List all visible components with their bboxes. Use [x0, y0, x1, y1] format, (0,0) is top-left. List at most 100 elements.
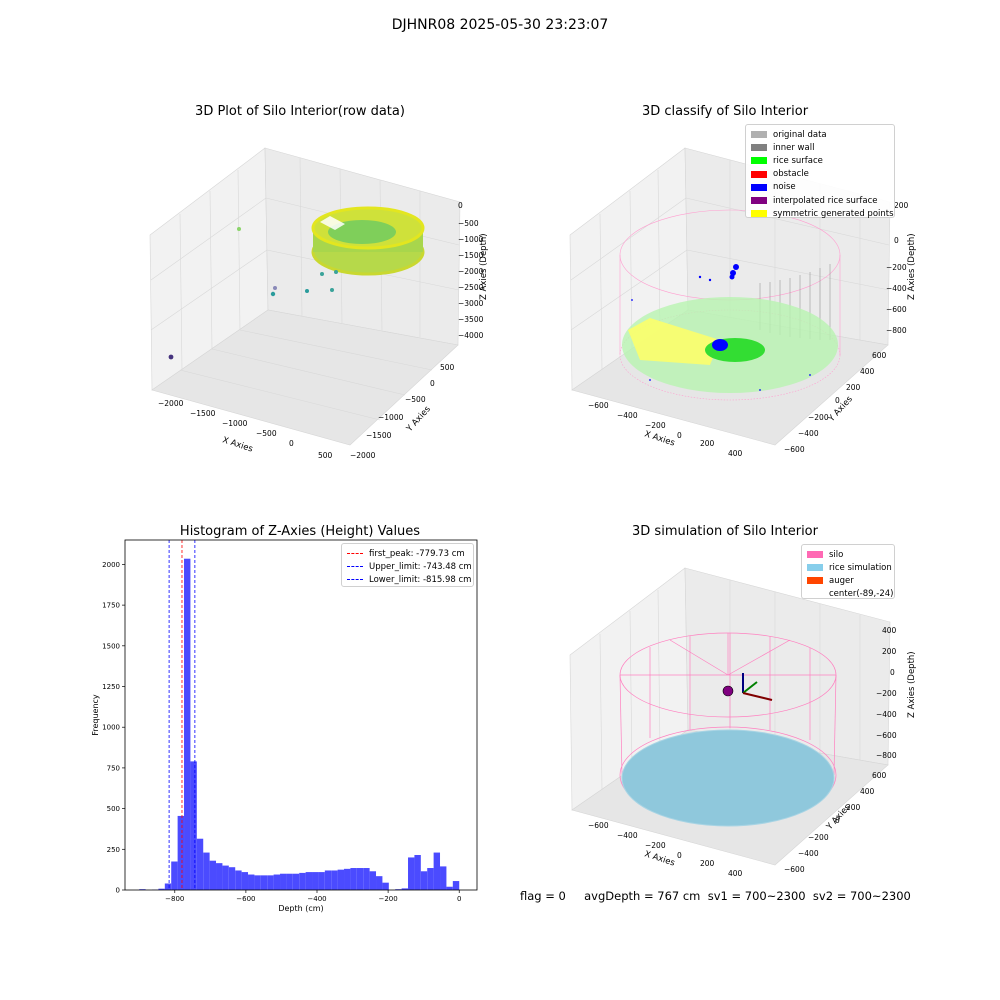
panel1-ztick-label: −4000	[458, 331, 484, 340]
legend-item-silo: silo	[807, 548, 889, 561]
panel4-center-axes	[742, 673, 773, 701]
histogram-ytick-label: 500	[107, 805, 120, 813]
histogram-bars	[139, 558, 460, 890]
histogram-bar	[312, 872, 319, 890]
histogram-bar	[395, 889, 402, 890]
panel1-outlier-point	[330, 288, 334, 292]
legend-swatch	[751, 183, 767, 191]
legend-item-lower-limit: Lower_limit: -815.98 cm	[347, 573, 472, 586]
legend-label: auger	[829, 575, 854, 586]
histogram-bar	[171, 861, 178, 890]
legend-swatch	[347, 553, 363, 555]
panel4-rice-simulation	[621, 729, 835, 827]
status-readout: flag = 0 avgDepth = 767 cm sv1 = 700~230…	[520, 889, 911, 903]
histogram-bar	[324, 870, 332, 890]
histogram-bar	[216, 863, 223, 890]
panel4-title: 3D simulation of Silo Interior	[632, 524, 818, 539]
panel1-zlabel: Z Axies (Depth)	[479, 233, 489, 300]
histogram-bar	[427, 868, 434, 890]
panel4-ytick-label: −400	[798, 849, 819, 858]
histogram-xticks: −800 −600 −400 −200 0	[165, 890, 461, 903]
legend-swatch	[751, 170, 767, 178]
legend-label: Lower_limit: -815.98 cm	[369, 574, 472, 585]
histogram-bar	[350, 868, 357, 890]
histogram-bar	[420, 871, 428, 890]
histogram-bar	[286, 873, 293, 890]
histogram-bar	[414, 855, 421, 890]
panel1-ztick-label: −3500	[458, 315, 484, 324]
legend-swatch	[751, 131, 767, 139]
panel1-xlabel: X Axies	[221, 435, 254, 454]
histogram-yticks: 0 250 500 750 1000 1250 1500 1750 2000	[102, 561, 125, 895]
panel4-ztick-label: −400	[876, 710, 897, 719]
histogram-ylabel: Frequency	[91, 694, 100, 736]
histogram-bar	[299, 872, 306, 890]
panel1-ytick-label: −2000	[350, 451, 376, 460]
histogram-bar	[235, 870, 242, 890]
legend-label: Upper_limit: -743.48 cm	[369, 561, 472, 572]
panel2-ztick-label: −800	[886, 326, 907, 335]
histogram-frame	[124, 539, 478, 891]
histogram-bar	[209, 860, 217, 890]
panel1-silo-point-cloud	[168, 206, 425, 360]
panel1-xtick-label: 0	[289, 439, 294, 448]
panel4-ztick-label: 400	[882, 626, 897, 635]
panel2-legend: original data inner wall rice surface ob…	[745, 124, 895, 220]
panel1-outlier-point	[273, 286, 277, 290]
panel1-outlier-point	[237, 227, 241, 231]
legend-item-center: center(-89,-24)	[807, 588, 893, 601]
histogram-ytick-label: 0	[116, 887, 120, 895]
panel1-ytick-label: 500	[440, 363, 455, 372]
panel1-outlier-point	[334, 270, 338, 274]
histogram-ytick-label: 750	[107, 764, 120, 772]
legend-swatch	[751, 210, 767, 218]
panel4-xtick-label: 0	[677, 851, 682, 860]
histogram-ytick-label: 1000	[102, 724, 120, 732]
panel1-ytick-label: −1500	[366, 431, 392, 440]
panel4-auger-marker	[722, 685, 734, 697]
histogram-bar	[203, 852, 210, 890]
histogram-bar	[376, 876, 383, 890]
panel2-ztick-label: −400	[886, 284, 907, 293]
histogram-ytick-label: 1750	[102, 602, 120, 610]
panel2-ytick-label: 200	[846, 383, 861, 392]
histogram-bar	[363, 868, 370, 890]
panel4-ytick-label: 0	[835, 816, 840, 825]
legend-item-auger: auger	[807, 574, 889, 587]
panel2-ylabel: Y Axies	[826, 394, 855, 425]
legend-item-rice-surface: rice surface	[751, 154, 889, 167]
histogram-vlines	[168, 540, 196, 890]
panel2-ytick-label: −200	[808, 413, 829, 422]
panel1-ztick-label: 0	[458, 201, 463, 210]
legend-item-original-data: original data	[751, 128, 889, 141]
histogram-bar	[344, 868, 351, 890]
panel2-ytick-label: −400	[798, 429, 819, 438]
panel4-legend: silo rice simulation auger center(-89,-2…	[801, 544, 895, 599]
histogram-bar	[267, 875, 274, 890]
panel2-ytick-label: −600	[784, 445, 805, 454]
panel1-ztick-label: −2500	[458, 283, 484, 292]
panel4-ytick-label: 600	[872, 771, 887, 780]
legend-swatch	[347, 579, 363, 581]
histogram-bar	[382, 882, 389, 890]
panel4-ytick-label: −200	[808, 833, 829, 842]
panel2-ztick-label: −200	[886, 263, 907, 272]
histogram-bar	[241, 872, 249, 890]
panel1-ytick-label: 0	[430, 379, 435, 388]
legend-label: noise	[773, 182, 796, 193]
legend-item-symmetric-generated-points: symmetric generated points	[751, 207, 894, 220]
histogram-bar	[158, 888, 165, 890]
histogram-bar	[305, 872, 313, 890]
panel4-ztick-label: 0	[890, 668, 895, 677]
legend-item-interpolated-rice-surface: interpolated rice surface	[751, 194, 889, 207]
panel4-ztick-label: −200	[876, 689, 897, 698]
panel1-ytick-label: −1000	[378, 413, 404, 422]
panel4-3d-plot: −600 −400 −200 0 200 400 600 400 200 0 −…	[569, 567, 917, 878]
panel2-ztick-label: −600	[886, 305, 907, 314]
histogram-bar	[337, 869, 345, 890]
panel4-gridlines	[599, 580, 861, 791]
panel4-silo-wireframe	[619, 632, 837, 824]
legend-label: obstacle	[773, 169, 809, 180]
panel4-ztick-label: −800	[876, 751, 897, 760]
histogram-bar	[222, 865, 229, 890]
